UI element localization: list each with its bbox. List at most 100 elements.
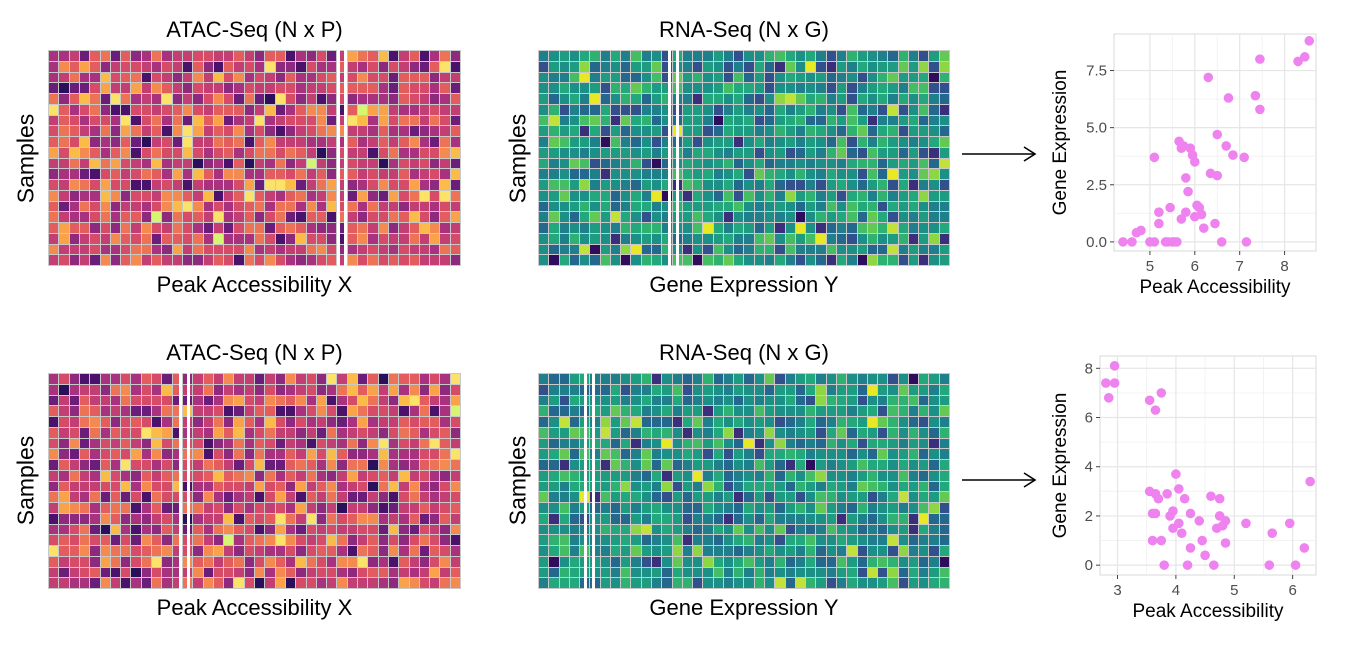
heatmap-cell <box>419 158 430 169</box>
heatmap-cell <box>744 212 754 222</box>
heatmap-cell <box>795 417 806 427</box>
heatmap-cell <box>713 147 723 158</box>
heatmap-cell <box>316 190 327 201</box>
heatmap-cell <box>358 244 368 255</box>
heatmap-cell <box>296 94 306 104</box>
heatmap-cell <box>90 406 100 416</box>
heatmap-cell <box>590 94 600 104</box>
heatmap-cell <box>275 180 285 190</box>
heatmap-cell <box>450 384 460 395</box>
heatmap-cell <box>265 535 275 545</box>
heatmap-cell <box>316 417 327 427</box>
heatmap-cell <box>898 524 908 535</box>
heatmap-cell <box>69 180 79 190</box>
heatmap-cell <box>419 126 430 136</box>
heatmap-cell <box>539 417 549 427</box>
heatmap-cell <box>857 492 867 502</box>
heatmap-cell <box>255 115 265 126</box>
heatmap-cell <box>652 51 662 61</box>
heatmap-cell <box>59 427 69 438</box>
heatmap-cell <box>559 427 569 438</box>
heatmap-cell <box>69 513 79 524</box>
heatmap-cell <box>296 72 306 83</box>
heatmap-cell <box>765 503 775 513</box>
heatmap-cell <box>110 115 121 126</box>
heatmap-cell <box>378 470 388 481</box>
heatmap-cell <box>559 83 569 93</box>
heatmap-cell <box>754 94 765 104</box>
heatmap-cell <box>244 406 254 416</box>
heatmap-cell <box>162 556 172 567</box>
heatmap-cell <box>388 503 399 513</box>
heatmap-cell <box>172 201 182 212</box>
heatmap-cell <box>327 406 337 416</box>
heatmap-cell <box>285 83 296 93</box>
heatmap-cell <box>172 244 182 255</box>
heatmap-cell <box>69 169 79 179</box>
heatmap-cell <box>621 126 631 136</box>
heatmap-cell <box>795 180 806 190</box>
heatmap-cell <box>90 223 100 233</box>
heatmap-cell <box>152 115 162 126</box>
heatmap-cell <box>888 72 898 83</box>
heatmap-cell <box>388 104 399 115</box>
heatmap-cell <box>224 244 234 255</box>
heatmap-cell <box>682 406 693 416</box>
heatmap-cell <box>265 169 275 179</box>
heatmap-cell <box>898 384 908 395</box>
heatmap-cell <box>806 115 816 126</box>
heatmap-cell <box>693 169 703 179</box>
heatmap-cell <box>816 137 826 147</box>
heatmap-cell <box>49 449 59 459</box>
heatmap-cell <box>703 223 713 233</box>
heatmap-cell <box>265 83 275 93</box>
data-point <box>1154 207 1164 217</box>
heatmap-cell <box>919 513 929 524</box>
y-tick-label: 6 <box>1085 410 1093 427</box>
heatmap-cell <box>806 438 816 449</box>
heatmap-cell <box>131 169 141 179</box>
heatmap-cell <box>652 470 662 481</box>
heatmap-cell <box>121 417 131 427</box>
heatmap-cell <box>939 384 949 395</box>
heatmap-cell <box>569 244 580 255</box>
heatmap-cell <box>430 137 440 147</box>
heatmap-cell <box>631 524 641 535</box>
heatmap-cell <box>430 546 440 556</box>
heatmap-cell <box>141 395 151 406</box>
heatmap-cell <box>621 61 631 72</box>
heatmap-cell <box>744 417 754 427</box>
heatmap-cell <box>580 83 590 93</box>
heatmap-cell <box>121 395 131 406</box>
heatmap-cell <box>610 190 621 201</box>
heatmap-cell <box>610 406 621 416</box>
heatmap-cell <box>450 126 460 136</box>
heatmap-cell <box>785 417 795 427</box>
heatmap-cell <box>641 438 652 449</box>
heatmap-cell <box>224 158 234 169</box>
heatmap-cell <box>182 255 193 265</box>
heatmap-cell <box>203 470 213 481</box>
heatmap-cell <box>110 255 121 265</box>
heatmap-cell <box>836 223 847 233</box>
heatmap-cell <box>621 374 631 384</box>
heatmap-cell <box>847 481 857 492</box>
heatmap-cell <box>929 115 939 126</box>
heatmap-cell <box>69 147 79 158</box>
heatmap-cell <box>59 255 69 265</box>
heatmap-cell <box>652 438 662 449</box>
heatmap-cell <box>765 83 775 93</box>
heatmap-cell <box>110 72 121 83</box>
heatmap-cell <box>641 524 652 535</box>
heatmap-cell <box>399 61 409 72</box>
heatmap-cell <box>152 567 162 578</box>
heatmap-cell <box>549 460 559 470</box>
heatmap-cell <box>337 578 347 588</box>
heatmap-cell <box>662 535 672 545</box>
heatmap-cell <box>713 470 723 481</box>
heatmap-cell <box>244 395 254 406</box>
heatmap-cell <box>621 481 631 492</box>
heatmap-cell <box>224 406 234 416</box>
heatmap-cell <box>539 169 549 179</box>
